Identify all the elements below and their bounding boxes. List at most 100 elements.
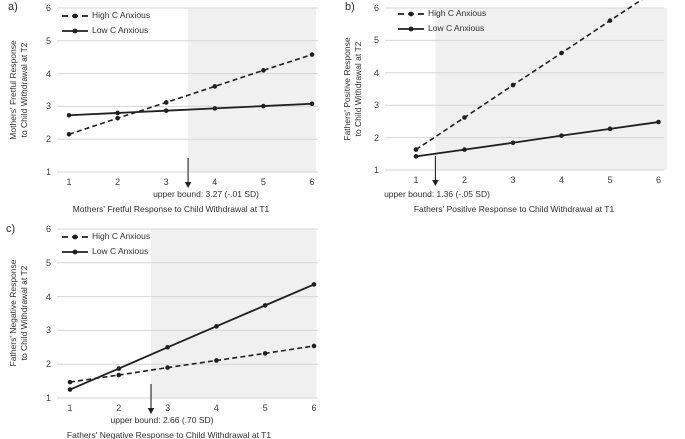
data-point-marker-low-c-anxious [262,303,268,308]
panel-letter: a) [8,1,18,13]
data-point-marker-high-c-anxious [413,147,419,152]
data-point-marker-low-c-anxious [311,282,317,287]
series-line-low-c-anxious [415,121,659,158]
data-point-marker-high-c-anxious [116,372,122,378]
legend-label-low-c-anxious: Low C Anxious [92,246,149,256]
upper-bound-annotation: upper bound: 3.27 (-.01 SD) [153,189,259,199]
x-axis-tick-label: 2 [116,403,122,413]
data-point-marker-low-c-anxious [462,147,467,152]
y-axis-title-line: to Child Withdrawal at T2 [18,265,29,361]
x-axis-tick-label: 4 [213,403,219,413]
data-point-marker-low-c-anxious [656,119,661,125]
data-point-marker-high-c-anxious [559,50,564,56]
region-of-significance-shade [188,8,316,172]
data-point-marker-high-c-anxious [165,365,170,370]
legend-label-high-c-anxious: High C Anxious [92,10,151,20]
series-line-high-c-anxious [415,0,643,151]
legend-marker-icon [408,11,414,17]
y-axis-tick-label: 2 [45,359,51,370]
data-point-marker-low-c-anxious [67,387,73,392]
panel-letter: b) [345,1,355,13]
data-point-marker-low-c-anxious [66,112,72,118]
data-point-marker-low-c-anxious [607,126,613,132]
data-point-marker-high-c-anxious [309,52,315,57]
x-axis-tick-label: 1 [67,403,73,413]
x-axis-tick-label: 3 [165,403,171,413]
series-line-low-c-anxious [69,283,315,391]
data-point-marker-high-c-anxious [262,351,268,356]
data-point-marker-high-c-anxious [115,115,120,121]
x-axis-tick-label: 4 [558,175,564,185]
x-axis-tick-label: 5 [262,403,268,413]
chart-canvas [385,0,668,186]
panel-b-fathers-positive: b) 1 2 3 4 5 6 1 2 3 4 5 6 upper bound: 1.36 (-.05 SD… [342,0,685,219]
y-axis-tick-label: 6 [45,224,51,234]
y-axis-tick-label: 1 [373,165,379,175]
x-axis-title: Fathers' Negative Response to Child With… [66,430,272,439]
x-axis-tick-label: 1 [66,177,72,187]
y-axis-title-line: Fathers' Positive Response [342,37,352,141]
y-axis-tick-label: 4 [373,67,379,78]
y-axis-tick-label: 2 [373,132,379,143]
x-axis-tick-label: 6 [311,403,317,413]
y-axis-tick-label: 1 [45,167,51,177]
y-axis-title-line: to Child Withdrawal at T2 [352,41,363,137]
y-axis-tick-label: 5 [45,257,51,268]
x-axis-tick-label: 6 [309,177,315,187]
data-point-marker-high-c-anxious [311,343,317,349]
legend-marker-icon [72,28,78,34]
x-axis-tick-label: 6 [655,175,661,185]
series-line-high-c-anxious [69,345,315,383]
y-axis-title-line: to Child Withdrawal at T2 [18,42,29,138]
legend-marker-icon [72,234,78,240]
legend-marker-icon [72,249,78,255]
x-axis-tick-label: 4 [212,177,218,187]
data-point-marker-high-c-anxious [510,82,516,88]
y-axis-tick-label: 4 [45,68,51,79]
y-axis-tick-label: 5 [373,35,379,46]
legend-marker-icon [72,13,78,19]
data-point-marker-low-c-anxious [116,366,122,371]
data-point-marker-high-c-anxious [163,100,169,105]
upper-bound-arrowhead-icon [432,180,439,186]
data-point-marker-high-c-anxious [214,358,219,363]
y-axis-tick-label: 6 [45,3,51,13]
series-line-high-c-anxious [68,53,313,136]
x-axis-tick-label: 1 [413,175,419,185]
data-point-marker-low-c-anxious [165,345,170,350]
region-of-significance-shade [435,8,668,170]
upper-bound-arrowhead-icon [184,182,192,188]
y-axis-tick-label: 4 [45,291,51,302]
data-point-marker-low-c-anxious [163,108,169,113]
chart-canvas [57,228,318,414]
data-point-marker-high-c-anxious [462,115,467,120]
upper-bound-arrowhead-icon [147,408,155,414]
chart-canvas [57,7,318,188]
y-axis-tick-label: 1 [45,393,51,403]
data-point-marker-high-c-anxious [66,131,72,137]
legend-marker-icon [408,26,414,32]
x-axis-tick-label: 5 [607,175,613,185]
data-point-marker-low-c-anxious [115,110,120,116]
legend-label-low-c-anxious: Low C Anxious [92,25,149,35]
legend-label-high-c-anxious: High C Anxious [428,8,487,18]
data-point-marker-low-c-anxious [559,133,564,138]
legend-label-high-c-anxious: High C Anxious [92,231,151,241]
data-point-marker-low-c-anxious [413,154,419,159]
x-axis-tick-label: 3 [510,175,516,185]
y-axis-title: Mothers' Fretful Response to Child Withdr… [8,5,30,175]
data-point-marker-high-c-anxious [607,18,613,23]
upper-bound-annotation: upper bound: 2.66 (.70 SD) [110,415,214,425]
data-point-marker-high-c-anxious [212,84,218,89]
series-line-low-c-anxious [68,102,313,117]
panel-letter: c) [6,223,16,235]
y-axis-title: Fathers' Positive Response to Child Withd… [342,4,364,174]
y-axis-tick-label: 3 [45,101,51,112]
x-axis-tick-label: 3 [163,177,169,187]
region-of-significance-shade [151,229,317,398]
y-axis-tick-label: 5 [45,35,51,46]
data-point-marker-high-c-anxious [67,379,73,385]
y-axis-tick-label: 6 [373,3,379,13]
y-axis-tick-label: 3 [373,100,379,111]
